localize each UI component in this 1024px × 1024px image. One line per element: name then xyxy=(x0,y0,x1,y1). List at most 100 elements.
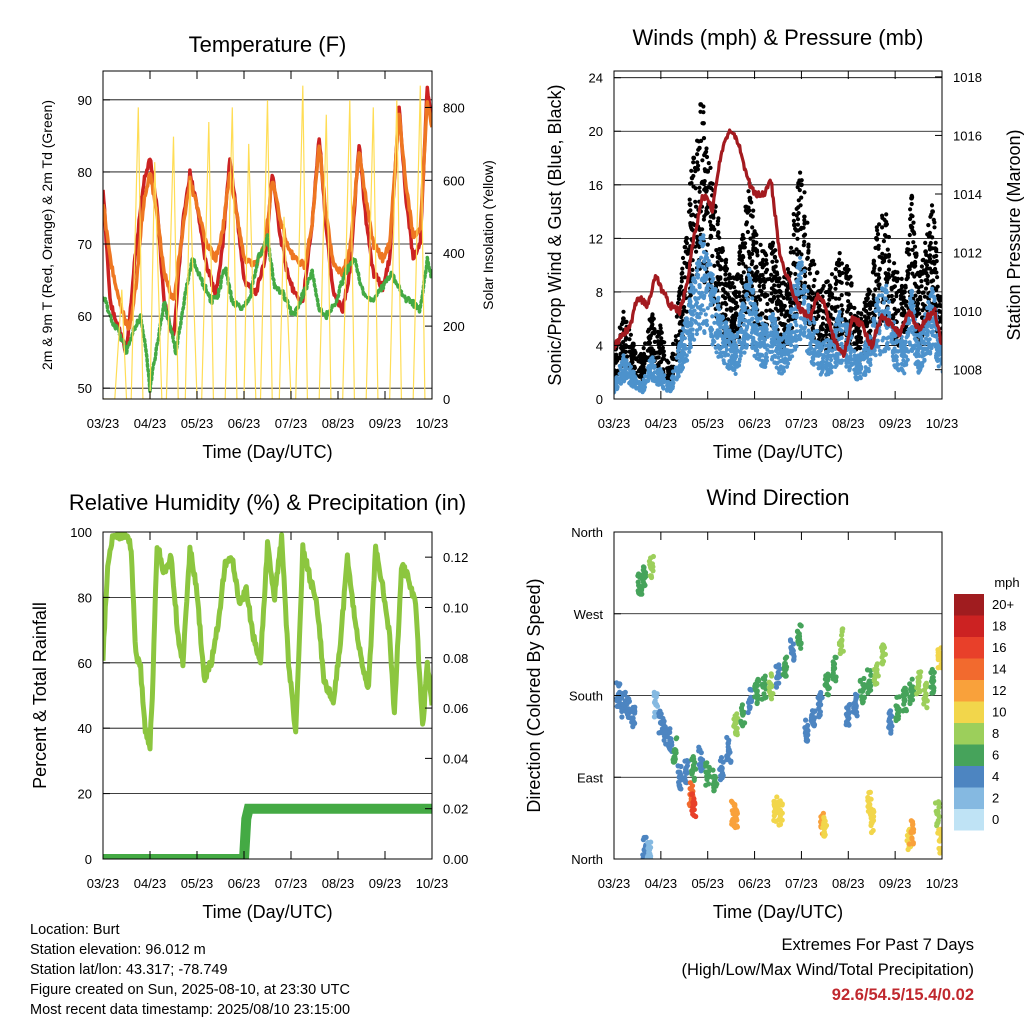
series-point-wind xyxy=(827,343,832,348)
series-point-gust xyxy=(777,283,782,289)
series-point-wind xyxy=(806,332,812,337)
series-point-wind xyxy=(839,360,844,365)
series-point-gust xyxy=(840,270,845,276)
series-point-gust xyxy=(824,280,829,285)
y-right-tick-label: 1016 xyxy=(953,128,982,143)
series-point-gust xyxy=(901,308,907,313)
series-point-gust xyxy=(791,218,797,223)
series-point-gust xyxy=(824,323,829,328)
series-point-dir xyxy=(687,786,693,792)
series-point-dir xyxy=(879,660,885,666)
series-point-wind xyxy=(767,333,772,338)
series-point-wind xyxy=(914,333,920,338)
y-tick-label: 16 xyxy=(589,178,603,193)
series-point-gust xyxy=(837,279,843,284)
series-point-gust xyxy=(848,282,854,287)
series-point-wind xyxy=(801,295,807,300)
series-point-wind xyxy=(932,298,937,303)
series-point-dir xyxy=(687,780,693,786)
y-tick-label: West xyxy=(574,607,604,622)
series-point-wind xyxy=(649,361,654,366)
series-point-gust xyxy=(932,225,937,230)
series-point-gust xyxy=(609,374,613,378)
series-point-wind xyxy=(744,325,750,330)
y-right-tick-label: 800 xyxy=(443,100,465,115)
series-point-gust xyxy=(737,261,742,266)
x-axis-label: Time (Day/UTC) xyxy=(713,442,843,462)
series-point-wind xyxy=(694,300,700,305)
series-point-gust xyxy=(732,285,737,290)
series-point-wind xyxy=(738,312,743,317)
series-point-gust xyxy=(754,295,759,300)
series-point-gust xyxy=(910,247,915,252)
series-point-gust xyxy=(695,160,700,165)
series-point-gust xyxy=(870,270,876,275)
series-point-dir xyxy=(822,832,828,838)
series-point-wind xyxy=(719,316,725,322)
series-point-wind xyxy=(763,355,768,360)
series-point-wind xyxy=(617,371,622,376)
series-point-gust xyxy=(693,199,698,204)
series-point-gust xyxy=(782,327,787,332)
series-point-wind xyxy=(769,357,775,362)
series-point-wind xyxy=(809,350,814,355)
series-point-gust xyxy=(677,289,682,295)
series-point-gust xyxy=(779,304,784,309)
series-point-gust xyxy=(638,373,644,378)
series-point-gust xyxy=(924,263,930,268)
series-point-gust xyxy=(695,167,701,172)
series-point-gust xyxy=(759,278,764,284)
series-point-gust xyxy=(761,262,767,268)
series-point-wind xyxy=(880,338,885,343)
series-point-dir xyxy=(726,737,732,744)
series-point-gust xyxy=(656,355,661,360)
x-axis-label: Time (Day/UTC) xyxy=(202,902,332,922)
series-point-wind xyxy=(627,367,632,372)
series-point-gust xyxy=(724,257,729,262)
series-point-gust xyxy=(866,315,871,320)
series-point-wind xyxy=(833,322,839,327)
series-point-wind xyxy=(784,349,789,354)
series-point-gust xyxy=(739,258,745,263)
series-point-wind xyxy=(633,384,638,390)
series-point-dir xyxy=(622,689,628,695)
series-point-gust xyxy=(724,266,730,271)
series-point-dir xyxy=(819,695,825,701)
series-point-gust xyxy=(852,329,857,334)
series-point-wind xyxy=(866,366,871,371)
x-tick-label: 07/23 xyxy=(275,416,308,431)
series-point-gust xyxy=(785,284,790,289)
series-point-gust xyxy=(809,259,814,264)
series-point-wind xyxy=(723,341,728,346)
series-point-gust xyxy=(919,264,925,269)
series-point-gust xyxy=(799,178,804,183)
series-point-gust xyxy=(915,303,920,308)
series-point-wind xyxy=(689,321,694,326)
y-right-tick-label: 0.08 xyxy=(443,651,468,666)
series-point-gust xyxy=(801,233,807,238)
series-point-gust xyxy=(733,289,739,295)
series-point-wind xyxy=(608,388,612,392)
series-point-dir xyxy=(738,720,744,726)
series-point-gust xyxy=(884,212,889,217)
series-point-wind xyxy=(759,363,764,368)
series-point-wind xyxy=(682,336,688,341)
series-point-wind xyxy=(925,332,930,338)
series-point-gust xyxy=(657,345,662,350)
series-point-dir xyxy=(732,719,739,726)
series-point-gust xyxy=(710,253,715,259)
series-point-gust xyxy=(907,252,912,257)
series-point-gust xyxy=(641,346,646,351)
series-point-wind xyxy=(763,323,768,328)
series-point-wind xyxy=(712,289,718,295)
series-point-wind xyxy=(724,320,729,325)
y-right-tick-label: 1008 xyxy=(953,363,982,378)
series-point-gust xyxy=(923,249,928,255)
y-right-tick-label: 0.10 xyxy=(443,600,468,615)
x-tick-label: 05/23 xyxy=(181,876,214,891)
series-point-wind xyxy=(679,367,685,372)
series-point-wind xyxy=(940,369,942,374)
series-point-gust xyxy=(883,271,888,276)
series-point-dir xyxy=(794,628,801,634)
series-point-gust xyxy=(873,287,878,292)
